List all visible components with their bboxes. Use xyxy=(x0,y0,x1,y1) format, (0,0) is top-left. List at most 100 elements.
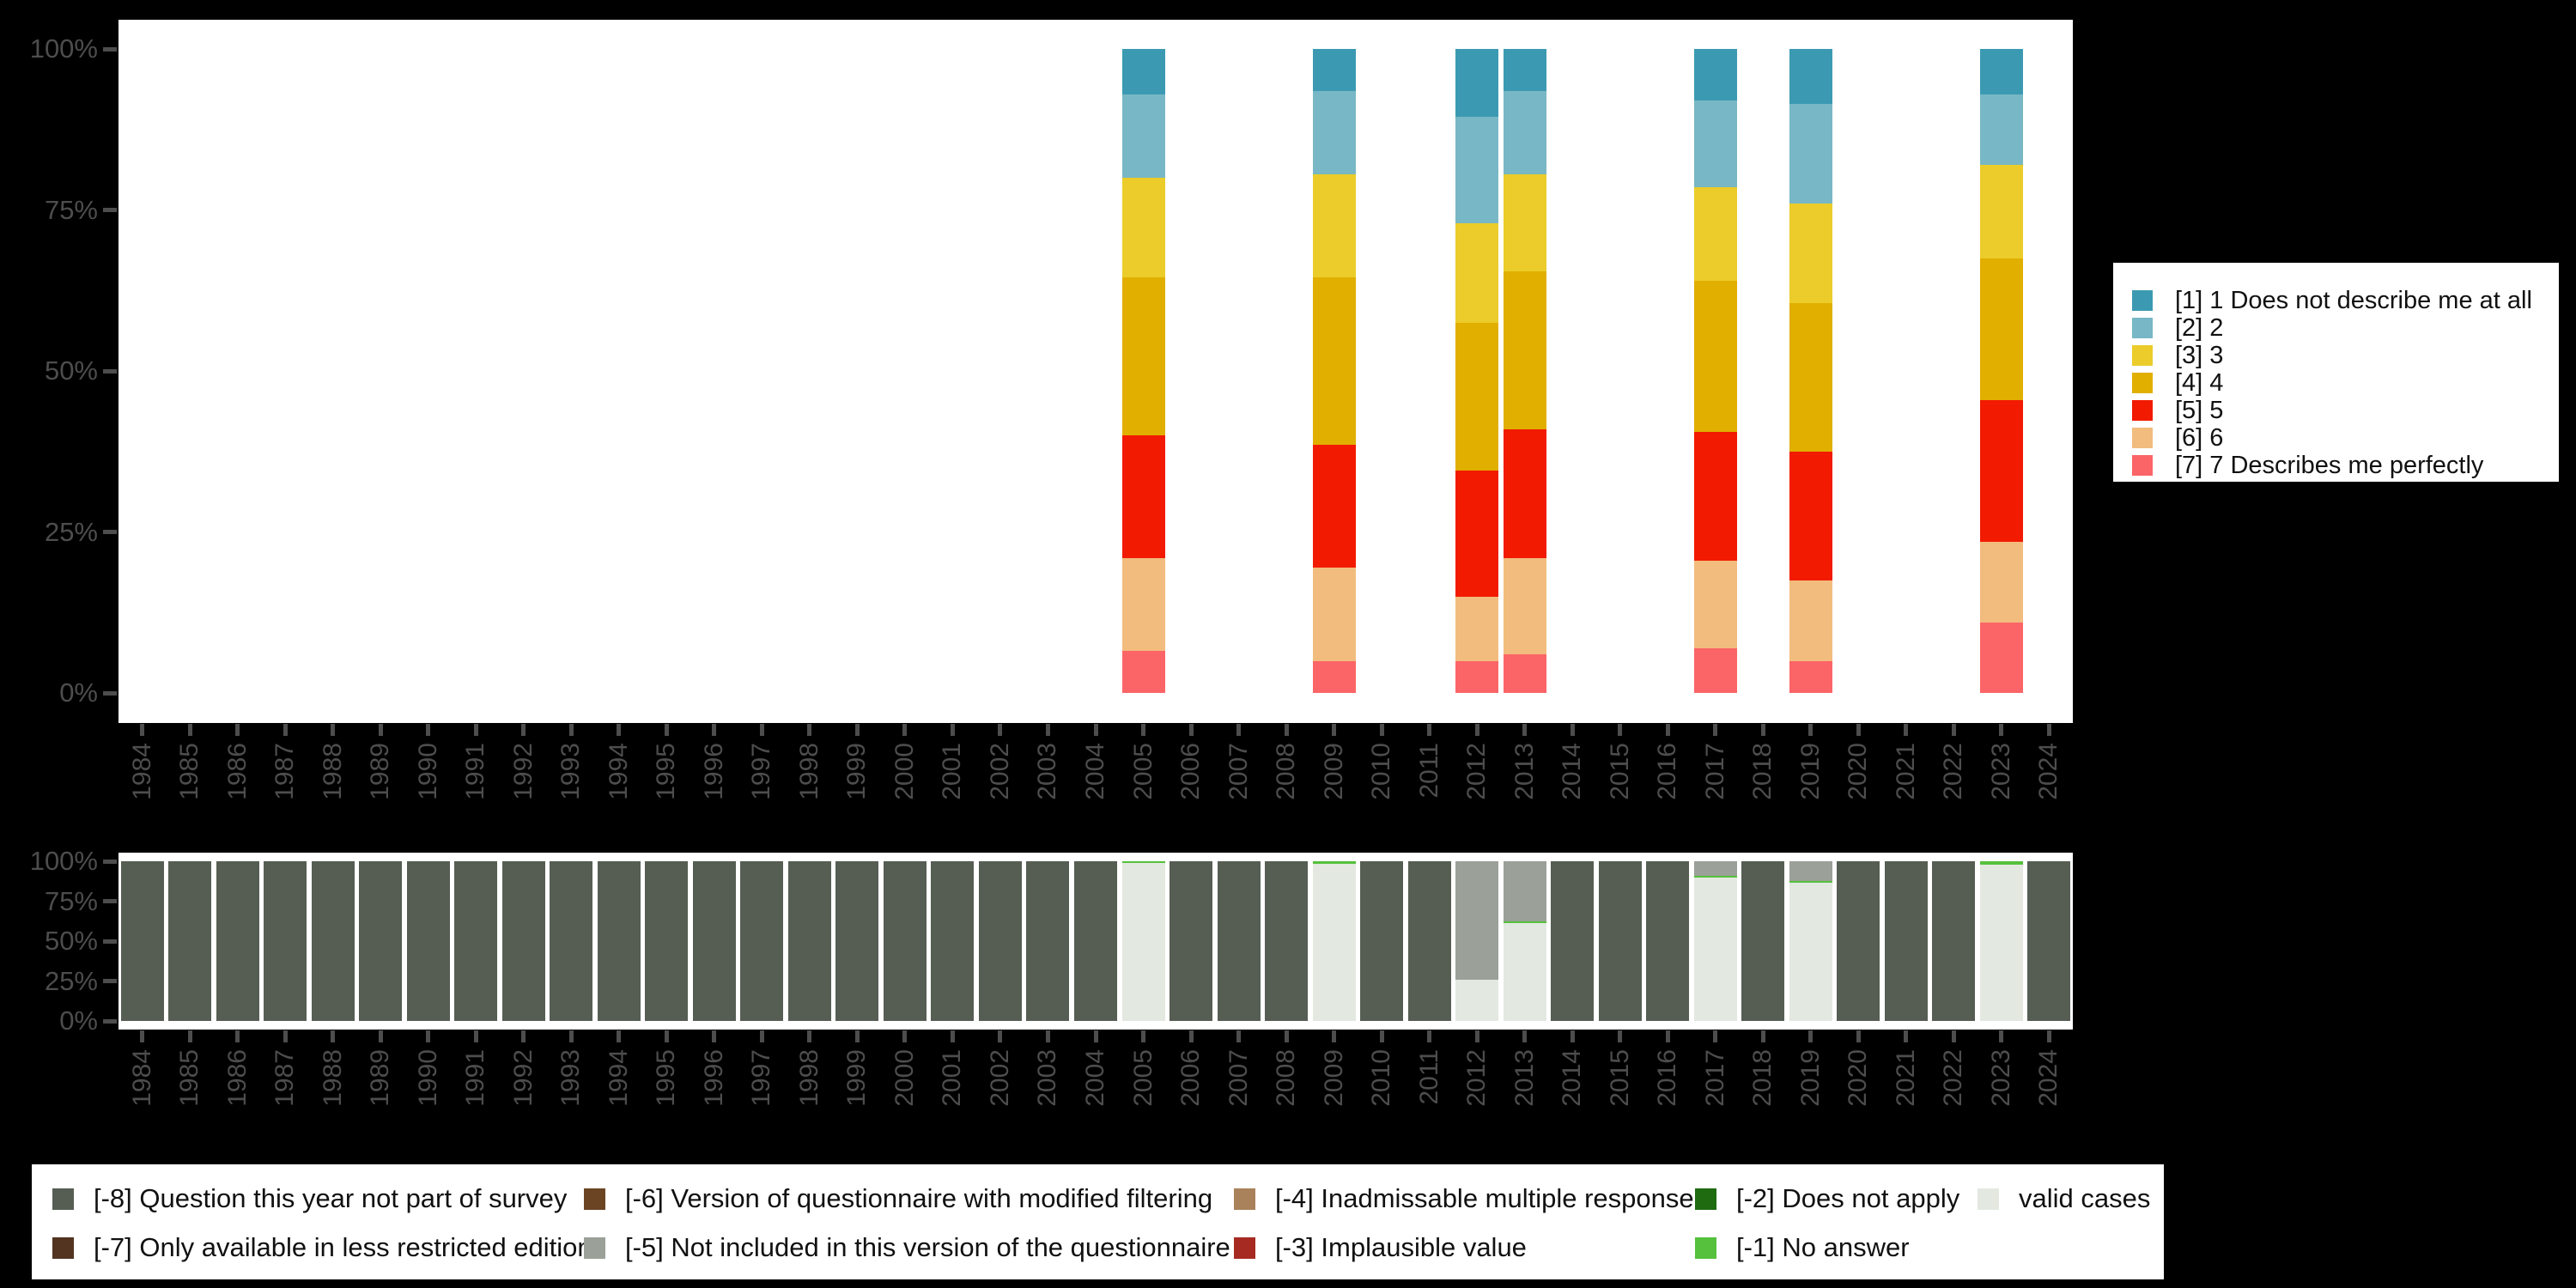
x-axis-year-label: 2006 xyxy=(1176,1049,1206,1107)
legend-item-label: [-4] Inadmissable multiple response xyxy=(1275,1183,1694,1213)
missing-bar-2008 xyxy=(1265,861,1309,1021)
missing-bar-2007 xyxy=(1217,861,1261,1021)
x-axis-tick xyxy=(1332,1030,1337,1042)
answer-segment xyxy=(1121,651,1165,693)
missing-segment--8 xyxy=(835,861,879,1021)
legend-item: [5] 5 xyxy=(2132,397,2559,424)
answer-segment xyxy=(1503,90,1546,175)
answer-segment xyxy=(1455,116,1499,223)
x-axis-year-label: 1990 xyxy=(413,743,442,800)
answer-segment xyxy=(1312,49,1356,91)
missing-segment--8 xyxy=(1884,861,1928,1021)
answer-segment xyxy=(1693,432,1737,562)
answer-segment xyxy=(1503,557,1546,654)
x-axis-tick xyxy=(998,1030,1003,1042)
x-axis-year-label: 2013 xyxy=(1510,1049,1539,1107)
x-axis-tick xyxy=(854,1030,860,1042)
y-axis-tick xyxy=(103,690,117,696)
y-axis-tick-label: 0% xyxy=(59,677,98,708)
answer-segment xyxy=(1503,654,1546,693)
x-axis-year-label: 1995 xyxy=(652,1049,681,1107)
legend-item-label: [5] 5 xyxy=(2175,396,2224,424)
x-axis-tick xyxy=(1332,724,1337,736)
x-axis-tick xyxy=(1760,1030,1765,1042)
x-axis-tick xyxy=(568,724,574,736)
answer-segment xyxy=(1789,451,1832,580)
response-distribution-plot xyxy=(118,20,2073,723)
missing-segment-valid xyxy=(1693,877,1737,1021)
answer-bar-2012 xyxy=(1455,49,1499,693)
y-axis-tick-label: 75% xyxy=(44,885,98,916)
legend-swatch xyxy=(52,1188,74,1210)
missing-segment--8 xyxy=(501,861,545,1021)
answer-segment xyxy=(1121,557,1165,652)
x-axis-year-label: 2022 xyxy=(1939,743,1968,800)
x-axis-year-label: 2016 xyxy=(1653,1049,1682,1107)
legend-item: [-8] Question this year not part of surv… xyxy=(52,1183,567,1213)
y-axis-tick-label: 50% xyxy=(44,355,98,386)
legend-swatch xyxy=(2132,428,2153,448)
missing-bar-2021 xyxy=(1884,861,1928,1021)
x-axis-year-label: 2003 xyxy=(1033,743,1062,800)
missing-segment--8 xyxy=(1265,861,1309,1021)
missing-segment--8 xyxy=(1360,861,1404,1021)
x-axis-year-label: 2012 xyxy=(1462,743,1492,800)
answer-segment xyxy=(1455,322,1499,471)
x-axis-tick xyxy=(140,724,145,736)
x-axis-year-label: 2024 xyxy=(2034,743,2063,800)
answer-segment xyxy=(1789,103,1832,204)
x-axis-year-label: 1993 xyxy=(556,743,586,800)
missing-segment--8 xyxy=(1837,861,1880,1021)
answer-segment xyxy=(1979,49,2023,94)
missing-bar-2000 xyxy=(883,861,927,1021)
missing-segment--8 xyxy=(1170,861,1213,1021)
legend-item: [4] 4 xyxy=(2132,369,2559,397)
missing-bar-1988 xyxy=(311,861,355,1021)
missing-segment--8 xyxy=(2027,861,2071,1021)
x-axis-year-label: 1990 xyxy=(413,1049,442,1107)
x-axis-year-label: 2000 xyxy=(890,743,919,800)
x-axis-tick xyxy=(1522,1030,1528,1042)
x-axis-tick xyxy=(1665,724,1670,736)
legend-item-label: [-5] Not included in this version of the… xyxy=(625,1232,1230,1262)
x-axis-year-label: 2023 xyxy=(1986,743,2015,800)
x-axis-tick xyxy=(1999,1030,2004,1042)
x-axis-year-label: 2001 xyxy=(938,743,967,800)
missing-segment--8 xyxy=(359,861,403,1021)
missing-bar-1998 xyxy=(787,861,831,1021)
x-axis-tick xyxy=(1570,1030,1575,1042)
x-axis-tick xyxy=(426,724,431,736)
answer-segment xyxy=(1979,258,2023,400)
legend-item: [1] 1 Does not describe me at all xyxy=(2132,287,2559,314)
x-axis-year-label: 2024 xyxy=(2034,1049,2063,1107)
x-axis-tick xyxy=(568,1030,574,1042)
x-axis-tick xyxy=(521,724,526,736)
missing-bar-2018 xyxy=(1741,861,1785,1021)
x-axis-tick xyxy=(1093,724,1098,736)
x-axis-tick xyxy=(1999,724,2004,736)
x-axis-tick xyxy=(1760,724,1765,736)
x-axis-year-label: 2021 xyxy=(1891,743,1920,800)
x-axis-year-label: 1987 xyxy=(270,1049,300,1107)
x-axis-tick xyxy=(998,724,1003,736)
x-axis-year-label: 1985 xyxy=(175,743,204,800)
x-axis-year-label: 1997 xyxy=(747,1049,776,1107)
legend-item-label: [3] 3 xyxy=(2175,341,2224,369)
x-axis-tick xyxy=(1236,1030,1242,1042)
x-axis-tick xyxy=(902,1030,908,1042)
answer-segment xyxy=(1312,660,1356,693)
x-axis-year-label: 1988 xyxy=(318,1049,347,1107)
x-axis-year-label: 2018 xyxy=(1748,743,1777,800)
x-axis-year-label: 2018 xyxy=(1748,1049,1777,1107)
response-scale-legend: [1] 1 Does not describe me at all [2] 2 [3… xyxy=(2113,263,2559,482)
legend-item: [6] 6 xyxy=(2132,424,2559,452)
y-axis-tick xyxy=(103,859,117,864)
missing-segment--8 xyxy=(1026,861,1070,1021)
missing-bar-2002 xyxy=(978,861,1022,1021)
legend-item: [-7] Only available in less restricted e… xyxy=(52,1232,592,1262)
x-axis-year-label: 1998 xyxy=(794,1049,823,1107)
x-axis-tick xyxy=(1141,1030,1145,1042)
x-axis-tick xyxy=(1093,1030,1098,1042)
x-axis-tick xyxy=(283,724,288,736)
missing-segment--8 xyxy=(1646,861,1690,1021)
